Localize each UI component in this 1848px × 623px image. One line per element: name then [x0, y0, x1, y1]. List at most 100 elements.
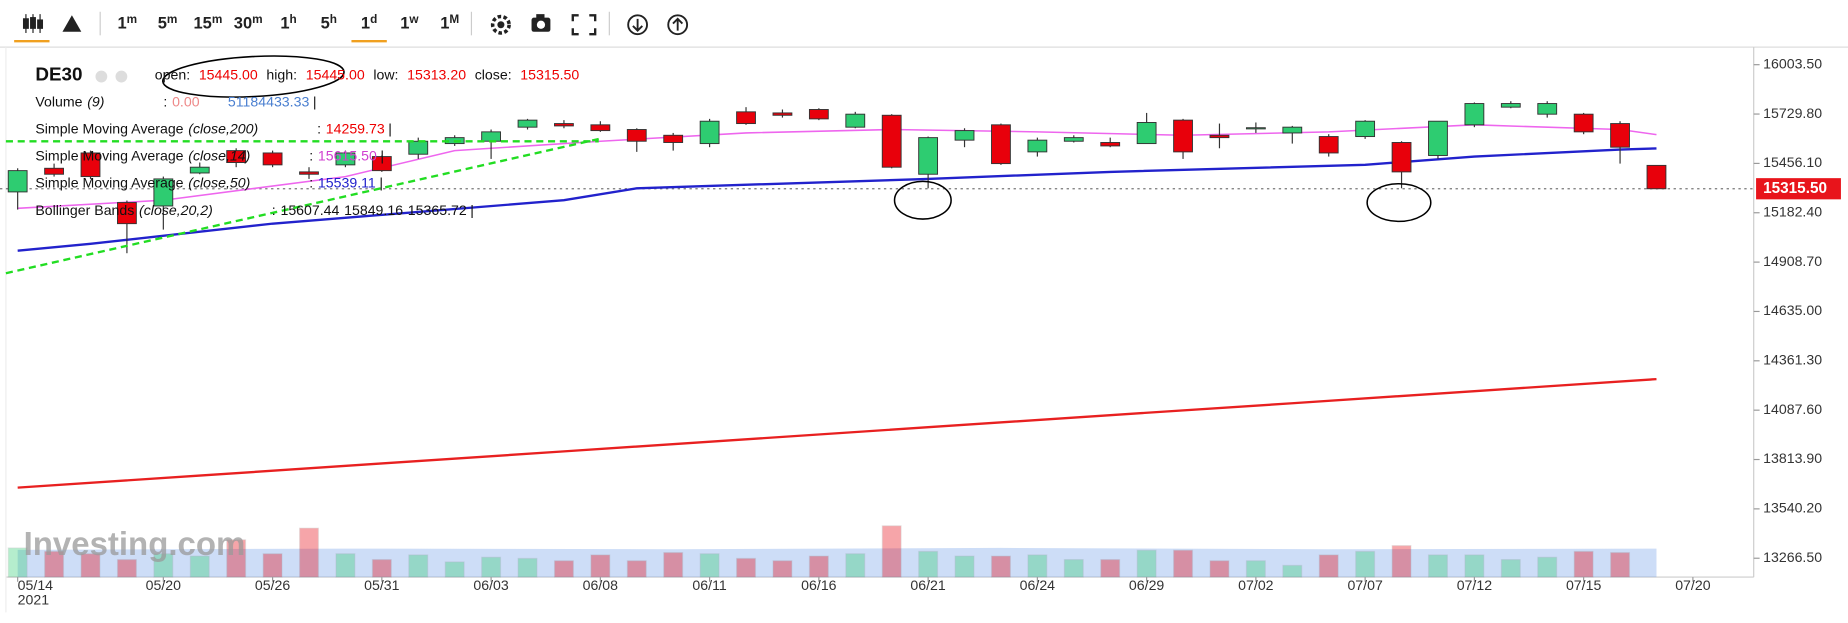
volume-bar — [1537, 556, 1558, 578]
candle-body — [1245, 127, 1266, 130]
candle-body — [808, 109, 829, 120]
interval-unit: h — [290, 13, 297, 26]
candle-body — [1610, 123, 1630, 148]
candle-body — [1173, 119, 1193, 153]
indicator-name: Simple Moving Average — [35, 120, 183, 136]
drawn-ellipse — [1366, 182, 1432, 223]
last-price-label: 15315.50 — [1763, 180, 1827, 197]
x-tick-label: 06/29 — [1129, 577, 1165, 593]
y-tick-label: 15182.40 — [1763, 203, 1822, 219]
volume-bar — [444, 561, 465, 578]
last-price-box — [1756, 178, 1841, 200]
candle-body — [881, 114, 902, 168]
interval-unit: w — [408, 13, 419, 26]
drawn-ellipse — [161, 55, 345, 98]
x-tick-label: 06/11 — [692, 577, 726, 593]
candles-icon[interactable] — [22, 14, 44, 33]
camera-icon[interactable] — [531, 14, 551, 32]
download-icon[interactable] — [627, 14, 648, 36]
candle-body — [481, 131, 501, 142]
indicator-value: 14259.73 — [326, 120, 385, 136]
interval-button[interactable]: 30m — [234, 13, 263, 33]
indicator-name: Volume — [35, 93, 82, 109]
candle-body — [699, 120, 720, 145]
volume-bar — [663, 551, 684, 578]
candle-body — [1318, 136, 1339, 154]
interval-unit: m — [252, 13, 262, 26]
candle-body — [226, 150, 247, 163]
interval-unit: h — [330, 13, 337, 26]
x-tick-label: 07/20 — [1675, 577, 1711, 593]
candle-body — [772, 112, 793, 116]
interval-unit: m — [127, 13, 137, 26]
y-tick-label: 15456.10 — [1763, 154, 1822, 170]
candle-body — [153, 178, 174, 207]
volume-bar — [1100, 558, 1121, 578]
volume-bar — [189, 555, 210, 578]
interval-number: 1 — [117, 15, 126, 33]
indicator-params: (close,200) — [188, 120, 258, 136]
volume-bar — [116, 558, 137, 578]
indicator-name: Bollinger Bands — [35, 202, 134, 218]
indicator-params: (close,50) — [188, 174, 250, 190]
candle-body — [991, 124, 1011, 165]
indicator-legend: Simple Moving Average (close,50):15539.11… — [35, 174, 383, 190]
indicator-value: 15539.11 — [318, 174, 376, 190]
y-tick-label: 14908.70 — [1763, 253, 1822, 269]
x-tick-label: 05/31 — [364, 577, 400, 593]
indicator-name: Simple Moving Average — [35, 174, 183, 190]
interval-button[interactable]: 1d — [361, 13, 377, 33]
indicator-value: 15849.16 — [344, 202, 403, 218]
candle-body — [554, 123, 574, 127]
candle-body — [1355, 120, 1376, 138]
indicator-legend: Bollinger Bands (close,20,2):15607.44 1584… — [35, 202, 474, 218]
interval-button[interactable]: 5h — [321, 13, 337, 33]
y-tick-label: 14361.30 — [1763, 352, 1822, 368]
y-tick-label: 14087.60 — [1763, 401, 1822, 417]
y-tick-label: 13266.50 — [1763, 549, 1822, 565]
candle-body — [1063, 137, 1084, 142]
candle-body — [1391, 142, 1412, 173]
volume-bar — [1209, 560, 1230, 578]
intervals: 1m 5m 15m 30m 1h 5h 1d 1w 1M — [117, 13, 459, 43]
volume-bar — [1355, 550, 1376, 578]
candle-body — [1500, 103, 1521, 108]
area-icon[interactable] — [62, 15, 82, 32]
candle-body — [1209, 134, 1230, 139]
interval-button[interactable]: 1M — [440, 13, 459, 33]
interval-button[interactable]: 1w — [400, 13, 419, 33]
volume-bar — [590, 554, 611, 578]
volume-bar — [699, 553, 720, 578]
candle-body — [1537, 103, 1558, 115]
volume-bar — [626, 560, 647, 578]
interval-button[interactable]: 5m — [158, 13, 178, 33]
candle-body — [1282, 126, 1303, 134]
interval-number: 15 — [193, 15, 211, 33]
value: 15315.50 — [520, 66, 579, 82]
candle-body — [117, 202, 137, 225]
indicator-legend: Simple Moving Average (close,200):14259.7… — [35, 120, 392, 136]
fullscreen-icon[interactable] — [571, 14, 597, 36]
interval-button[interactable]: 1m — [117, 13, 137, 33]
volume-bar — [262, 553, 283, 578]
volume-bar — [371, 558, 392, 578]
indicator-params: (close,14) — [188, 147, 250, 163]
candle-body — [1464, 103, 1485, 126]
interval-button[interactable]: 15m — [193, 13, 222, 33]
interval-number: 1 — [280, 15, 289, 33]
x-tick-label: 05/20 — [146, 577, 182, 593]
indicator-legend: Simple Moving Average (close,14):15615.50… — [35, 147, 384, 163]
legend: DE30 open: 15445.00 high: 15445.00 low: … — [35, 63, 579, 217]
upload-icon[interactable] — [667, 14, 689, 36]
interval-button[interactable]: 1h — [280, 13, 296, 33]
candle-body — [626, 129, 647, 142]
drawn-ellipse — [893, 180, 952, 220]
indicator-line — [17, 377, 1657, 489]
eye-icons[interactable] — [95, 70, 128, 83]
separator: | — [388, 120, 392, 136]
settings-icon[interactable] — [490, 14, 511, 35]
symbol: DE30 — [35, 63, 82, 84]
candle-body — [1646, 164, 1667, 190]
volume-bar — [1245, 560, 1266, 578]
